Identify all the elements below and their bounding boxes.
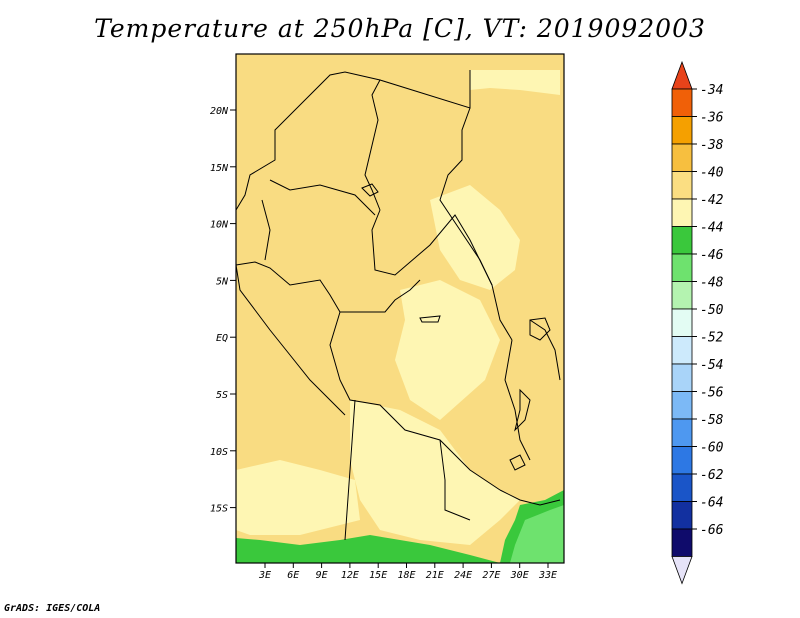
lat-label: 20N — [210, 106, 229, 117]
colorbar-label: -46 — [700, 248, 724, 263]
colorbar-label: -40 — [700, 166, 724, 181]
colorbar-segment — [671, 501, 693, 530]
colorbar-label: -58 — [700, 413, 724, 428]
colorbar-segment — [671, 88, 693, 117]
lat-label: 5N — [216, 276, 229, 287]
lon-label: 3E — [258, 570, 271, 581]
colorbar-label: -54 — [700, 358, 723, 373]
lon-label: 15E — [369, 570, 387, 581]
credit-label: GrADS: IGES/COLA — [4, 603, 101, 614]
lat-label: 5S — [216, 390, 228, 401]
colorbar-segment — [671, 198, 693, 227]
lon-label: 24E — [454, 570, 472, 581]
colorbar-label: -44 — [700, 221, 723, 236]
colorbar-label: -50 — [700, 303, 724, 318]
colorbar-label: -56 — [700, 386, 724, 401]
colorbar-segment — [671, 336, 693, 365]
lakes — [361, 183, 551, 471]
lat-label: 10S — [210, 447, 228, 458]
colorbar-segment — [671, 226, 693, 255]
lat-label: 15S — [210, 504, 228, 515]
colorbar-label: -48 — [700, 276, 724, 291]
colorbar-label: -66 — [700, 523, 724, 538]
colorbar-label: -38 — [700, 138, 724, 153]
light-green-region — [510, 505, 564, 563]
lat-label: 15N — [210, 163, 229, 174]
colorbar-segment — [671, 528, 693, 557]
lon-label: 21E — [426, 570, 444, 581]
lon-label: 6E — [287, 570, 299, 581]
colorbar-label: -64 — [700, 496, 723, 511]
lon-label: 27E — [482, 570, 500, 581]
colorbar-segment — [671, 253, 693, 282]
map-frame — [235, 53, 565, 564]
colorbar-label: -34 — [700, 83, 723, 98]
lon-label: 30E — [510, 570, 529, 581]
green-region-south — [236, 535, 500, 563]
lat-label: EQ — [216, 333, 228, 344]
lon-axis: 3E 6E 9E 12E 15E 18E 21E 24E 27E 30E 33E — [258, 563, 557, 581]
lon-label: 18E — [397, 570, 415, 581]
lon-label: 9E — [316, 570, 328, 581]
lat-axis: 20N 15N 10N 5N EQ 5S 10S 15S — [210, 106, 236, 515]
colorbar-segment — [671, 418, 693, 447]
lon-label: 33E — [538, 570, 557, 581]
colorbar-label: -60 — [700, 441, 724, 456]
lon-label: 12E — [341, 570, 359, 581]
colorbar-segment — [671, 473, 693, 502]
chart-title: Temperature at 250hPa [C], VT: 201909200… — [94, 14, 706, 43]
colorbar-segment — [671, 116, 693, 145]
colorbar-segment — [671, 171, 693, 200]
colorbar-segment — [671, 308, 693, 337]
colorbar-segment — [671, 391, 693, 420]
map-panel — [235, 53, 565, 564]
colorbar-segment — [671, 143, 693, 172]
colorbar-label: -62 — [700, 468, 724, 483]
colorbar-segment — [671, 446, 693, 475]
cool-regions — [236, 70, 560, 545]
colorbar-label: -42 — [700, 193, 724, 208]
lat-label: 10N — [210, 220, 229, 231]
colorbar-segment — [671, 281, 693, 310]
colorbar-segment — [671, 363, 693, 392]
colorbar: -34 -36 -38 -40 -42 -44 -46 -48 -50 -52 -54 -56 -58 -… — [671, 60, 724, 585]
colorbar-label: -52 — [700, 331, 724, 346]
borders — [235, 70, 561, 541]
colorbar-label: -36 — [700, 111, 724, 126]
colorbar-bottom-arrow — [671, 556, 693, 585]
colorbar-top-arrow — [671, 60, 693, 90]
